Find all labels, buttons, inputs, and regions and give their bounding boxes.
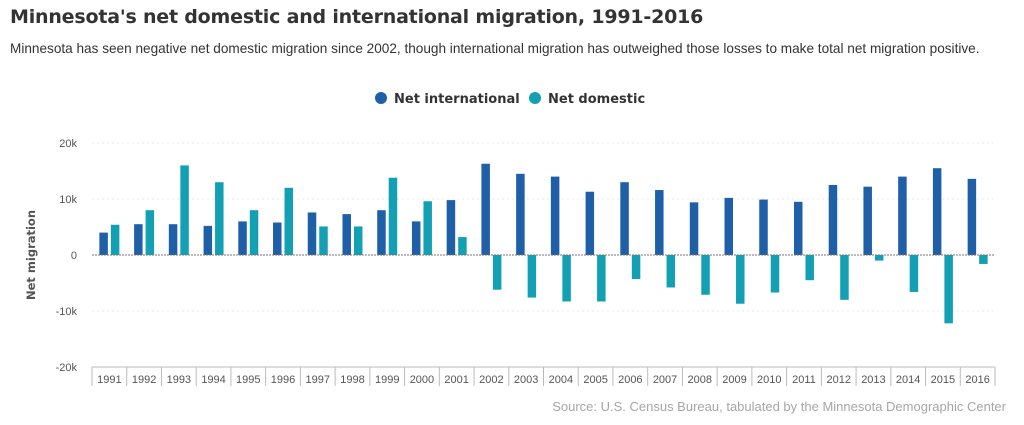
- y-tick-label: 20k: [59, 138, 77, 150]
- legend[interactable]: Net international Net domestic: [375, 92, 645, 107]
- x-tick-label: 1992: [132, 374, 156, 386]
- x-tick-label: 2011: [792, 374, 816, 386]
- x-tick-label: 2007: [653, 374, 677, 386]
- legend-label-net-international[interactable]: Net international: [394, 92, 520, 107]
- bar-net-domestic-1993[interactable]: [180, 165, 189, 255]
- bar-net-domestic-1998[interactable]: [353, 226, 363, 255]
- y-tick-label: 10k: [59, 194, 77, 206]
- bar-net-domestic-2010[interactable]: [770, 255, 780, 293]
- x-tick-label: 2003: [514, 374, 538, 386]
- bar-net-domestic-2013[interactable]: [874, 255, 884, 261]
- bar-net-international-2012[interactable]: [828, 185, 838, 255]
- x-tick-label: 2016: [965, 374, 989, 386]
- bar-net-international-2007[interactable]: [655, 190, 664, 255]
- x-tick-label: 2004: [549, 374, 573, 386]
- bar-net-international-2004[interactable]: [550, 176, 560, 255]
- chart-subtitle: Minnesota has seen negative net domestic…: [10, 41, 980, 56]
- bar-net-international-2008[interactable]: [689, 202, 699, 255]
- legend-label-net-domestic[interactable]: Net domestic: [548, 92, 645, 107]
- legend-marker-net-domestic[interactable]: [529, 92, 541, 104]
- x-tick-label: 2010: [757, 374, 781, 386]
- bar-net-domestic-2014[interactable]: [909, 255, 919, 292]
- x-tick-label: 1997: [306, 374, 330, 386]
- source-note: Source: U.S. Census Bureau, tabulated by…: [552, 399, 1006, 414]
- bar-net-international-2014[interactable]: [898, 176, 907, 255]
- chart-title: Minnesota's net domestic and internation…: [10, 6, 704, 28]
- bar-net-international-2005[interactable]: [585, 191, 595, 255]
- bar-net-domestic-2003[interactable]: [527, 255, 537, 298]
- y-tick-label: 0: [71, 250, 77, 262]
- x-tick-label: 1998: [340, 374, 364, 386]
- bar-net-international-2016[interactable]: [967, 178, 977, 255]
- x-tick-label: 2013: [861, 374, 885, 386]
- x-tick-label: 1996: [271, 374, 295, 386]
- bar-net-domestic-2011[interactable]: [805, 255, 814, 281]
- bar-net-international-2011[interactable]: [793, 201, 803, 255]
- x-tick-label: 2015: [931, 374, 955, 386]
- bar-net-international-2010[interactable]: [759, 199, 768, 255]
- bar-net-domestic-2007[interactable]: [666, 255, 676, 288]
- bar-net-international-2002[interactable]: [481, 163, 490, 255]
- bar-net-international-1993[interactable]: [168, 224, 178, 255]
- y-tick-label: -10k: [56, 306, 78, 318]
- x-tick-label: 2012: [826, 374, 850, 386]
- bar-net-international-1994[interactable]: [203, 225, 213, 255]
- bar-net-domestic-2001[interactable]: [458, 237, 467, 255]
- bar-net-international-2009[interactable]: [724, 197, 734, 255]
- bar-net-domestic-1995[interactable]: [249, 210, 259, 255]
- bar-net-international-2013[interactable]: [863, 186, 872, 255]
- bar-net-domestic-2009[interactable]: [736, 255, 745, 304]
- bar-net-domestic-1999[interactable]: [388, 177, 398, 255]
- bar-net-international-1999[interactable]: [377, 210, 386, 255]
- x-tick-label: 2009: [722, 374, 746, 386]
- bar-net-international-1992[interactable]: [134, 224, 143, 255]
- x-tick-label: 2002: [479, 374, 503, 386]
- bar-net-domestic-2000[interactable]: [423, 201, 432, 255]
- bar-net-international-2015[interactable]: [932, 168, 942, 255]
- y-axis-label: Net migration: [24, 210, 38, 300]
- bar-net-international-2006[interactable]: [620, 182, 629, 255]
- bar-net-domestic-2016[interactable]: [979, 255, 988, 264]
- bar-net-international-2003[interactable]: [516, 173, 525, 255]
- bar-net-domestic-2012[interactable]: [840, 255, 849, 300]
- bar-net-domestic-2004[interactable]: [562, 255, 571, 302]
- bar-net-international-2000[interactable]: [411, 221, 421, 255]
- x-tick-label: 1995: [236, 374, 260, 386]
- bar-net-domestic-1991[interactable]: [110, 224, 120, 255]
- bar-net-domestic-2008[interactable]: [701, 255, 710, 295]
- x-tick-label: 2001: [444, 374, 468, 386]
- bar-net-domestic-2005[interactable]: [597, 255, 606, 302]
- bar-net-international-1991[interactable]: [99, 232, 108, 255]
- bar-net-domestic-2015[interactable]: [944, 255, 953, 324]
- legend-marker-net-international[interactable]: [375, 92, 387, 104]
- bar-net-international-1995[interactable]: [238, 221, 247, 255]
- bar-net-domestic-1996[interactable]: [284, 187, 294, 255]
- x-tick-label: 2005: [583, 374, 607, 386]
- bar-net-international-1997[interactable]: [307, 212, 317, 255]
- x-tick-label: 2014: [896, 374, 920, 386]
- x-tick-label: 1993: [167, 374, 191, 386]
- bar-net-international-1996[interactable]: [273, 222, 282, 255]
- x-tick-label: 1999: [375, 374, 399, 386]
- x-tick-label: 1994: [201, 374, 225, 386]
- x-tick-label: 2008: [688, 374, 712, 386]
- bar-net-domestic-1997[interactable]: [319, 226, 328, 255]
- x-tick-label: 2000: [410, 374, 434, 386]
- bar-net-domestic-2002[interactable]: [492, 255, 502, 290]
- x-tick-label: 2006: [618, 374, 642, 386]
- bar-net-international-1998[interactable]: [342, 214, 351, 255]
- x-tick-label: 1991: [97, 374, 121, 386]
- y-tick-label: -20k: [56, 362, 78, 374]
- bar-net-international-2001[interactable]: [446, 200, 456, 255]
- bar-net-domestic-2006[interactable]: [631, 255, 641, 280]
- bar-net-domestic-1994[interactable]: [215, 182, 224, 255]
- bar-net-domestic-1992[interactable]: [145, 210, 155, 255]
